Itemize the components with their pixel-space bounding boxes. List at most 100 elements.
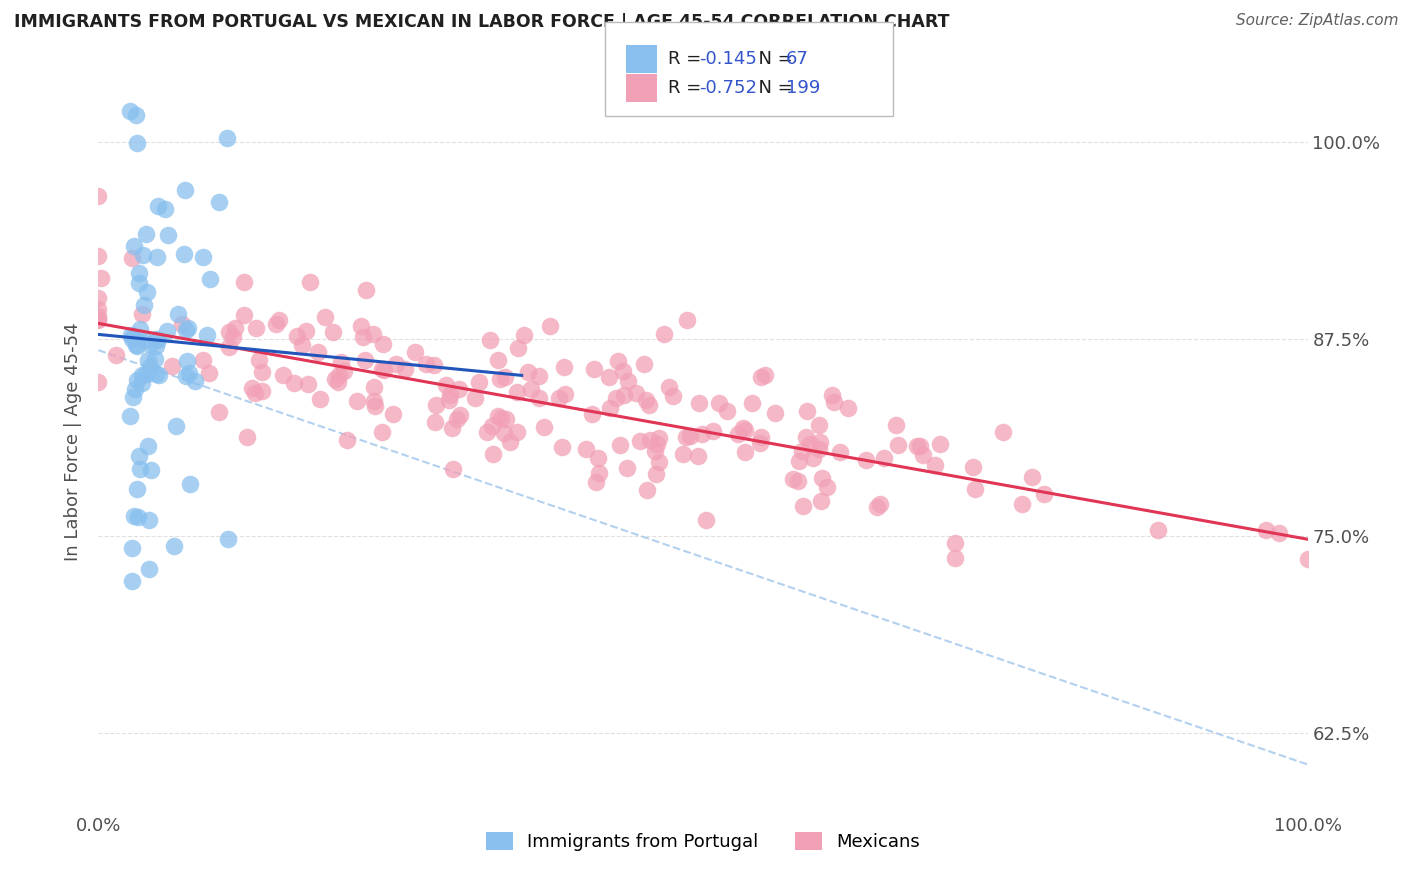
Point [118, 409, 141, 423]
Point [218, 325, 240, 339]
Point [87, 188, 110, 202]
Point [176, 320, 198, 334]
Point [170, 317, 193, 331]
Point [128, 276, 150, 290]
Point [790, 444, 813, 458]
Point [749, 370, 772, 384]
Point [155, 324, 177, 338]
Point [754, 368, 776, 382]
Point [499, 434, 522, 449]
Point [218, 340, 240, 354]
Point [250, 384, 273, 398]
Text: 67: 67 [786, 50, 808, 68]
Point [309, 392, 332, 406]
Point [801, 450, 824, 465]
Point [145, 332, 167, 346]
Point [866, 500, 889, 515]
Text: IMMIGRANTS FROM PORTUGAL VS MEXICAN IN LABOR FORCE | AGE 45-54 CORRELATION CHART: IMMIGRANTS FROM PORTUGAL VS MEXICAN IN L… [14, 13, 949, 31]
Point [652, 326, 675, 341]
Point [176, 353, 198, 368]
Point [494, 425, 516, 440]
Point [905, 439, 928, 453]
Point [821, 388, 844, 402]
Point [513, 328, 536, 343]
Point [477, 425, 499, 439]
Point [527, 391, 550, 405]
Point [908, 439, 931, 453]
Point [269, 313, 291, 327]
Point [808, 435, 831, 450]
Point [373, 336, 395, 351]
Point [127, 510, 149, 524]
Point [837, 401, 859, 415]
Point [328, 368, 350, 382]
Point [963, 482, 986, 496]
Point [731, 421, 754, 435]
Point [810, 494, 832, 508]
Point [174, 368, 197, 383]
Text: R =: R = [668, 50, 707, 68]
Point [371, 425, 394, 440]
Point [1254, 523, 1277, 537]
Point [242, 381, 264, 395]
Point [264, 317, 287, 331]
Point [129, 322, 152, 336]
Point [911, 448, 934, 462]
Point [208, 194, 231, 209]
Point [385, 357, 408, 371]
Point [125, 482, 148, 496]
Text: Source: ZipAtlas.com: Source: ZipAtlas.com [1236, 13, 1399, 29]
Point [661, 389, 683, 403]
Point [616, 375, 638, 389]
Point [707, 396, 730, 410]
Point [245, 321, 267, 335]
Point [174, 323, 197, 337]
Point [690, 426, 713, 441]
Point [489, 411, 512, 425]
Point [198, 366, 221, 380]
Point [481, 418, 503, 433]
Point [128, 450, 150, 464]
Point [120, 103, 142, 118]
Point [125, 136, 148, 150]
Point [131, 368, 153, 382]
Point [598, 370, 620, 384]
Point [796, 430, 818, 444]
Point [136, 352, 159, 367]
Point [191, 353, 214, 368]
Legend: Immigrants from Portugal, Mexicans: Immigrants from Portugal, Mexicans [478, 824, 928, 858]
Point [612, 364, 634, 378]
Point [482, 447, 505, 461]
Point [464, 391, 486, 405]
Point [124, 382, 146, 396]
Point [145, 367, 167, 381]
Point [423, 415, 446, 429]
Point [179, 367, 201, 381]
Point [447, 382, 470, 396]
Point [787, 474, 810, 488]
Point [672, 447, 695, 461]
Point [129, 462, 152, 476]
Point [87, 312, 110, 326]
Text: -0.752: -0.752 [699, 78, 756, 96]
Point [716, 404, 738, 418]
Point [495, 411, 517, 425]
Point [787, 454, 810, 468]
Point [553, 359, 575, 374]
Point [423, 359, 446, 373]
Point [346, 393, 368, 408]
Point [224, 321, 246, 335]
Point [121, 541, 143, 556]
Point [132, 248, 155, 262]
Point [232, 309, 254, 323]
Point [828, 445, 851, 459]
Point [811, 471, 834, 485]
Point [527, 368, 550, 383]
Point [124, 338, 146, 352]
Point [446, 412, 468, 426]
Point [404, 344, 426, 359]
Point [143, 352, 166, 367]
Point [679, 429, 702, 443]
Point [323, 372, 346, 386]
Point [782, 472, 804, 486]
